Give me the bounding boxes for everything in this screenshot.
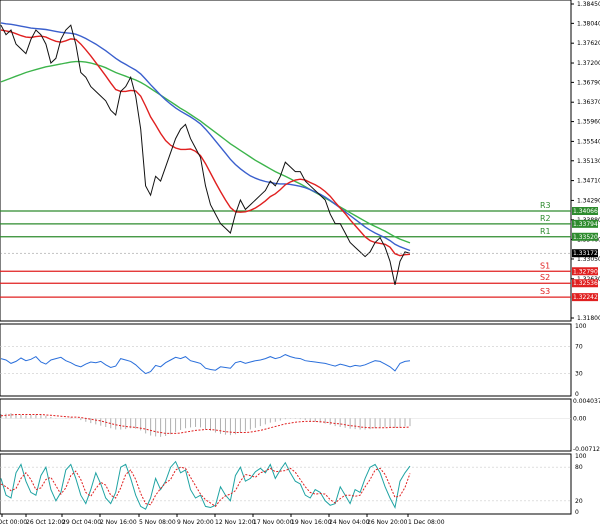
level-name-r3: R3 <box>540 201 551 210</box>
level-price-label: 1.32536 <box>573 280 598 287</box>
price-tick-label: 1.35540 <box>577 138 600 145</box>
rsi-level-label: 70 <box>575 343 583 350</box>
macd-level-label: -0.007126 <box>573 446 600 453</box>
price-tick-label: 1.35960 <box>577 119 600 126</box>
price-tick-label: 1.33050 <box>577 256 600 263</box>
price-tick-label: 1.37200 <box>577 60 600 67</box>
time-tick-label: 5 Nov 08:00 <box>139 519 176 526</box>
pivot-levels: R3 1.34066 R2 1.33794 R1 1.33520 S1 1.32790 S2 1.… <box>0 201 598 302</box>
price-tick-label: 1.31800 <box>577 315 600 322</box>
level-price-box <box>572 232 598 241</box>
level-name-s2: S2 <box>540 273 550 282</box>
sma-slow-line <box>0 60 411 244</box>
time-tick-label: 19 Nov 16:00 <box>291 519 332 526</box>
time-tick-label: 29 Oct 04:00 <box>62 519 101 526</box>
price-tick-label: 1.34290 <box>577 197 600 204</box>
level-price-box <box>572 267 598 276</box>
price-tick-label: 1.37620 <box>577 40 600 47</box>
price-tick-label: 1.34710 <box>577 178 600 185</box>
level-price-label: 1.33794 <box>573 221 598 228</box>
level-name-r1: R1 <box>540 227 551 236</box>
rsi-indicator: 100 70 30 0 <box>0 323 587 398</box>
current-price-label: 1.33172 <box>573 250 598 257</box>
price-tick-label: 1.38040 <box>577 20 600 27</box>
stoch-level-label: 20 <box>575 498 583 505</box>
price-tick-label: 1.38450 <box>577 1 600 8</box>
time-tick-label: 1 Dec 08:00 <box>408 519 445 526</box>
rsi-level-label: 30 <box>575 371 583 378</box>
price-close-line <box>0 24 411 286</box>
level-price-box <box>572 293 598 302</box>
price-series <box>0 22 571 286</box>
price-tick-label: 1.36790 <box>577 79 600 86</box>
time-tick-label: 12 Nov 12:00 <box>215 519 256 526</box>
level-price-box <box>572 207 598 216</box>
rsi-panel-frame <box>0 323 572 397</box>
rsi-level-label: 100 <box>575 323 587 330</box>
level-price-label: 1.33520 <box>573 234 598 241</box>
time-tick-label: 9 Nov 20:00 <box>177 519 214 526</box>
macd-indicator: 0.004037 0.00 -0.007126 <box>0 398 600 453</box>
level-name-s3: S3 <box>540 287 550 296</box>
level-name-r2: R2 <box>540 214 551 223</box>
time-tick-label: 24 Nov 04:00 <box>329 519 370 526</box>
sma-fast-line <box>0 29 411 257</box>
time-tick-label: 26 Nov 20:00 <box>367 519 408 526</box>
macd-panel-frame <box>0 398 572 452</box>
current-price-box <box>572 249 598 258</box>
time-tick-label: 26 Oct 12:00 <box>26 519 65 526</box>
price-tick-label: 1.36370 <box>577 99 600 106</box>
stoch-k-line <box>0 460 411 510</box>
level-price-label: 1.32242 <box>573 294 598 301</box>
level-name-s1: S1 <box>540 261 550 270</box>
level-price-box <box>572 219 598 228</box>
level-price-label: 1.32790 <box>573 268 598 275</box>
macd-level-label: 0.004037 <box>573 398 600 405</box>
stochastic-indicator: 100 80 20 0 <box>0 453 587 516</box>
rsi-line <box>0 354 411 375</box>
stoch-d-line <box>0 466 411 508</box>
macd-level-label: 0.00 <box>573 415 587 422</box>
stoch-level-label: 100 <box>575 453 587 460</box>
price-panel-frame <box>0 0 572 322</box>
level-price-box <box>572 279 598 288</box>
time-tick-label: 27 Oct 00:00 <box>0 519 27 526</box>
macd-signal-line <box>0 414 411 434</box>
stoch-level-label: 0 <box>575 509 579 516</box>
time-tick-label: 17 Nov 00:00 <box>253 519 294 526</box>
price-tick-label: 1.35130 <box>577 158 600 165</box>
current-price-tag: 1.33172 <box>572 249 598 258</box>
time-tick-label: 2 Nov 16:00 <box>100 519 137 526</box>
rsi-level-label: 0 <box>575 391 579 398</box>
level-price-label: 1.34066 <box>573 208 598 215</box>
stoch-level-label: 80 <box>575 464 583 471</box>
